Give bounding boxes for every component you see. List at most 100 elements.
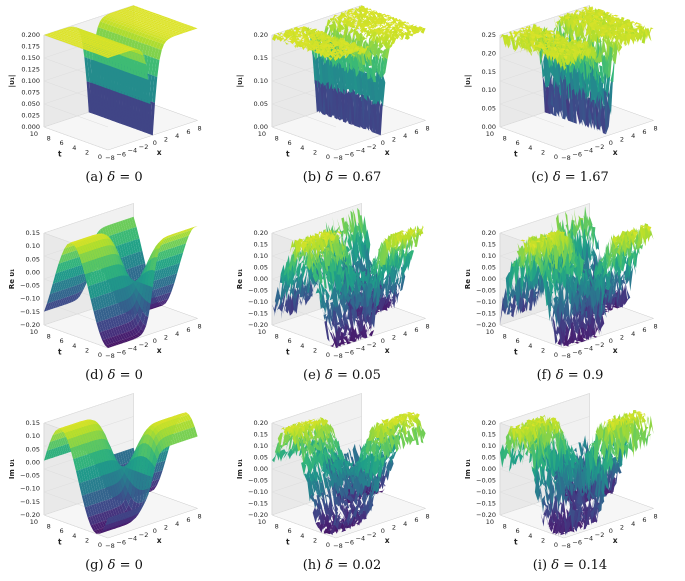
surface-cell bbox=[158, 286, 164, 297]
surface-cell bbox=[68, 294, 74, 304]
surface-cell bbox=[136, 49, 142, 52]
surface-cell bbox=[129, 330, 135, 337]
surface-cell bbox=[399, 24, 405, 27]
surface-cell bbox=[327, 43, 333, 46]
surface-cell bbox=[581, 23, 587, 33]
surface-cell bbox=[177, 28, 183, 30]
surface-cell bbox=[324, 320, 330, 342]
surface-cell bbox=[350, 48, 356, 54]
surface-cell bbox=[301, 45, 307, 51]
surface-cell bbox=[111, 52, 117, 54]
surface-cell bbox=[151, 306, 157, 310]
surface-cell bbox=[150, 40, 156, 47]
surface-cell bbox=[151, 18, 157, 21]
surface-cell bbox=[102, 38, 108, 40]
x-tick-label: 8 bbox=[198, 322, 202, 330]
surface-cell bbox=[132, 239, 138, 253]
surface-cell bbox=[70, 31, 76, 34]
surface-cell bbox=[164, 32, 170, 35]
surface-cell bbox=[172, 20, 178, 22]
surface-cell bbox=[334, 225, 340, 234]
surface-cell bbox=[420, 225, 426, 236]
surface-cell bbox=[61, 247, 67, 256]
surface-cell bbox=[401, 31, 407, 35]
surface-cell bbox=[93, 270, 99, 284]
surface-cell bbox=[563, 41, 569, 49]
surface-cell bbox=[94, 34, 100, 37]
surface-cell bbox=[138, 11, 144, 13]
surface-cell bbox=[62, 260, 68, 272]
surface-cell bbox=[336, 45, 342, 51]
surface-cell bbox=[106, 45, 112, 48]
surface-cell bbox=[87, 58, 93, 84]
surface-cell bbox=[344, 18, 350, 21]
surface-cell bbox=[46, 35, 53, 38]
surface-cell bbox=[172, 21, 178, 24]
x-tick-label: −4 bbox=[356, 147, 366, 155]
surface-cell bbox=[307, 265, 313, 283]
surface-cell bbox=[97, 21, 103, 29]
surface-cell bbox=[170, 34, 176, 37]
surface-cell bbox=[351, 273, 357, 283]
surface-cell bbox=[388, 23, 394, 26]
surface-cell bbox=[48, 32, 54, 35]
surface-cell bbox=[320, 287, 326, 315]
surface-cell bbox=[128, 18, 134, 21]
x-tick-label: 8 bbox=[426, 124, 430, 132]
surface-cell bbox=[139, 76, 145, 103]
t-tick-label: 8 bbox=[47, 333, 51, 341]
surface-cell bbox=[165, 241, 171, 250]
surface-cell bbox=[118, 232, 124, 245]
delta-symbol: δ bbox=[107, 170, 116, 185]
surface-cell bbox=[132, 29, 138, 34]
t-tick-label: 10 bbox=[30, 328, 38, 336]
surface-cell bbox=[552, 231, 558, 237]
z-tick-label: 0.15 bbox=[254, 241, 268, 249]
surface-cell bbox=[130, 282, 136, 293]
surface-cell bbox=[179, 232, 186, 239]
surface-cell bbox=[164, 18, 170, 21]
surface-cell bbox=[93, 38, 99, 40]
surface-cell bbox=[608, 73, 614, 115]
surface-cell bbox=[560, 48, 566, 51]
surface-cell bbox=[585, 253, 591, 283]
surface-cell bbox=[116, 276, 122, 290]
surface-cell bbox=[129, 47, 135, 49]
surface-cell bbox=[170, 28, 176, 31]
z-tick-label: −0.10 bbox=[20, 295, 40, 303]
surface-cell bbox=[156, 301, 162, 307]
surface-cell bbox=[106, 53, 112, 56]
surface-cell bbox=[355, 9, 361, 11]
surface-cell bbox=[83, 237, 89, 240]
surface-cell bbox=[124, 219, 130, 230]
surface-cell bbox=[301, 26, 307, 29]
surface-cell bbox=[544, 37, 550, 46]
surface-cell bbox=[570, 54, 576, 65]
surface-cell bbox=[365, 229, 371, 262]
surface-cell bbox=[330, 36, 336, 40]
surface-cell bbox=[368, 67, 374, 82]
surface-cell bbox=[52, 37, 58, 40]
surface-cell bbox=[411, 30, 417, 35]
surface-cell bbox=[51, 33, 57, 36]
surface-cell bbox=[157, 27, 163, 29]
surface-cell bbox=[128, 72, 134, 98]
surface-cell bbox=[90, 235, 96, 238]
z-tick-label: 0.00 bbox=[482, 123, 496, 131]
surface-cell bbox=[112, 47, 118, 50]
surface-cell bbox=[507, 282, 513, 315]
surface-cell bbox=[72, 29, 78, 31]
surface-cell bbox=[344, 53, 350, 59]
surface-cell bbox=[167, 35, 173, 38]
surface-cell bbox=[171, 235, 177, 242]
surface-cell bbox=[133, 18, 139, 21]
surface-cell bbox=[327, 40, 333, 42]
surface-cell bbox=[606, 15, 612, 23]
surface-cell bbox=[344, 234, 350, 254]
surface-cell bbox=[102, 16, 108, 20]
surface-cell bbox=[163, 16, 169, 19]
surface-cell bbox=[381, 259, 387, 276]
surface-cell bbox=[140, 54, 147, 65]
surface-cell bbox=[156, 243, 162, 249]
surface-cell bbox=[160, 277, 166, 288]
